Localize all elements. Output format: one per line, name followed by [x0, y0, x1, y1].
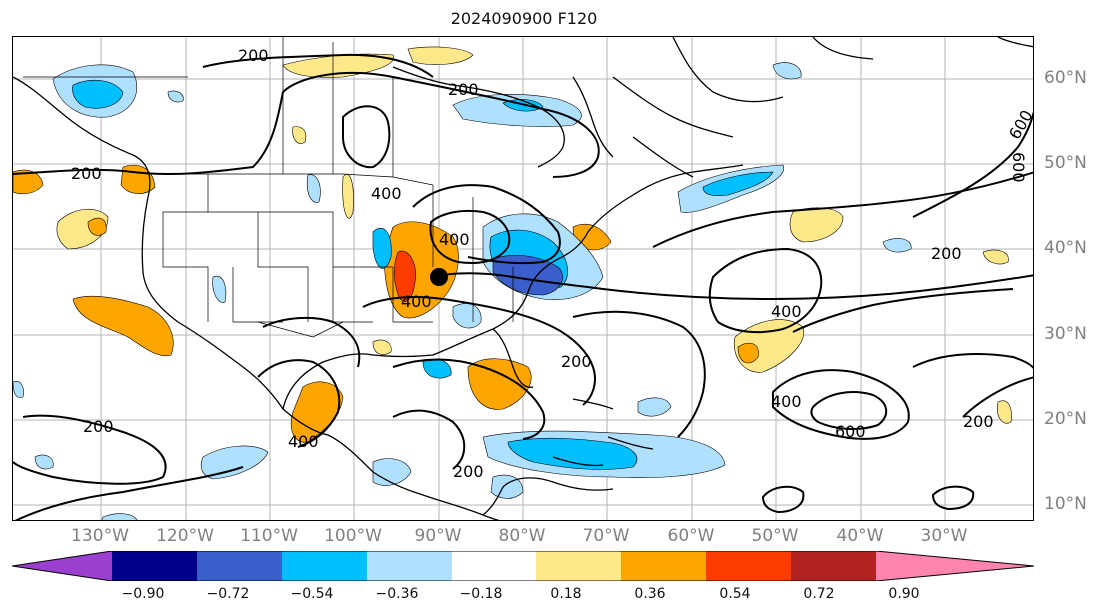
contour-label: 200 — [71, 164, 102, 183]
colorbar-segment — [536, 551, 621, 581]
lon-label: 100°W — [324, 526, 382, 546]
colorbar-segment — [452, 551, 536, 581]
colorbar-tick: −0.18 — [459, 586, 503, 602]
lat-label: 20°N — [1044, 409, 1087, 429]
colorbar-extend-low — [12, 551, 112, 581]
colorbar-tick: −0.54 — [290, 586, 334, 602]
map-panel: 200 200 200 200 200 200 200 200 400 400 … — [12, 36, 1034, 521]
colorbar-segment — [706, 551, 791, 581]
lon-label: 80°W — [498, 526, 546, 546]
lat-label: 40°N — [1044, 238, 1087, 258]
lon-label: 40°W — [836, 526, 884, 546]
colorbar-tick: 0.18 — [550, 586, 582, 602]
contour-lines — [13, 53, 1033, 520]
lon-label: 130°W — [71, 526, 129, 546]
colorbar — [12, 551, 1035, 581]
contour-label: 400 — [288, 432, 319, 451]
colorbar-segment — [367, 551, 452, 581]
colorbar-segment — [621, 551, 706, 581]
lon-label: 60°W — [667, 526, 715, 546]
contour-label: 200 — [83, 417, 114, 436]
contour-label: 600 — [835, 422, 866, 441]
colorbar-tick: 0.36 — [634, 586, 666, 602]
contour-label: 200 — [561, 352, 592, 371]
colorbar-segment — [282, 551, 367, 581]
contour-label: 600 — [1009, 152, 1028, 183]
colorbar-tick: −0.72 — [206, 586, 250, 602]
lon-label: 120°W — [156, 526, 214, 546]
colorbar-tick: 0.72 — [803, 586, 835, 602]
colorbar-tick: 0.90 — [888, 586, 920, 602]
colorbar-segment — [791, 551, 876, 581]
coastlines — [13, 37, 1033, 520]
contour-label: 200 — [453, 462, 484, 481]
lon-label: 30°W — [920, 526, 968, 546]
lat-label: 50°N — [1044, 153, 1087, 173]
contour-label: 400 — [771, 302, 802, 321]
lon-label: 110°W — [240, 526, 298, 546]
contour-label: 400 — [439, 230, 470, 249]
colorbar-tick: −0.36 — [375, 586, 419, 602]
lon-label: 50°W — [751, 526, 799, 546]
contour-label: 400 — [771, 392, 802, 411]
colorbar-segment — [112, 551, 197, 581]
contour-label: 400 — [401, 292, 432, 311]
political-borders — [23, 37, 514, 338]
contour-label: 200 — [448, 80, 479, 99]
contour-label: 200 — [931, 244, 962, 263]
lat-label: 60°N — [1044, 68, 1087, 88]
colorbar-segment — [197, 551, 282, 581]
colorbar-extend-high — [876, 551, 1034, 581]
lat-label: 30°N — [1044, 324, 1087, 344]
contour-label: 400 — [371, 184, 402, 203]
colorbar-tick: −0.90 — [121, 586, 165, 602]
contour-label: 200 — [238, 46, 269, 65]
map-title: 2024090900 F120 — [450, 9, 598, 28]
colorbar-outline — [12, 551, 1035, 581]
contour-label: 200 — [963, 412, 994, 431]
contour-label-group: 200 200 200 200 200 200 200 200 400 400 … — [71, 46, 1034, 481]
storm-center-dot — [430, 268, 448, 286]
contour-label: 600 — [1005, 107, 1034, 143]
lon-label: 90°W — [414, 526, 462, 546]
lon-label: 70°W — [582, 526, 630, 546]
lat-label: 10°N — [1044, 494, 1087, 514]
colorbar-tick: 0.54 — [719, 586, 751, 602]
map-canvas: 200 200 200 200 200 200 200 200 400 400 … — [13, 37, 1034, 520]
